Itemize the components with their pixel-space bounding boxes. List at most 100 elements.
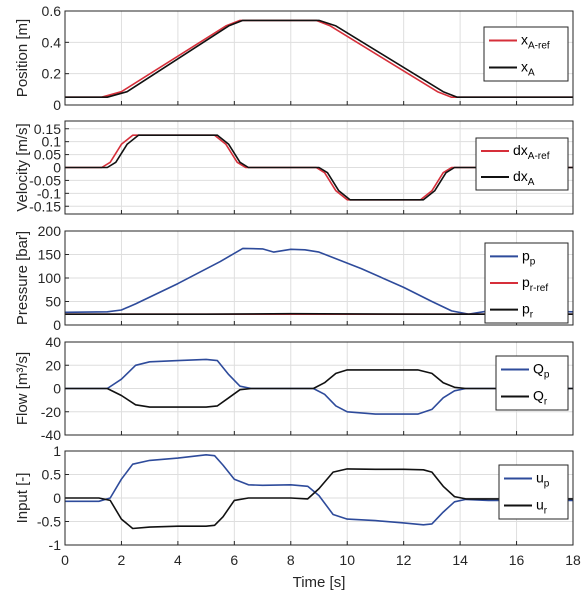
x-tick-label: 18 bbox=[565, 552, 581, 568]
x-tick-label: 12 bbox=[396, 552, 412, 568]
y-tick-label: 200 bbox=[38, 223, 62, 239]
x-tick-label: 2 bbox=[118, 552, 126, 568]
x-tick-label: 0 bbox=[61, 552, 69, 568]
y-axis-label: Position [m] bbox=[14, 19, 31, 97]
x-tick-label: 14 bbox=[452, 552, 468, 568]
legend-entry: pr bbox=[522, 301, 534, 321]
legend-entry: up bbox=[536, 470, 550, 490]
y-tick-label: 0 bbox=[53, 381, 61, 397]
y-tick-label: 40 bbox=[45, 334, 61, 350]
y-tick-label: 0 bbox=[53, 317, 61, 333]
legend-entry-name: u bbox=[536, 497, 544, 513]
axes-box bbox=[64, 230, 574, 326]
legend-entry: xA bbox=[521, 59, 535, 79]
legend-entry-name: p bbox=[522, 247, 530, 263]
legend-entry: xA-ref bbox=[521, 32, 550, 52]
legend-entry-name: dx bbox=[513, 142, 528, 158]
y-tick-label: 1 bbox=[53, 443, 61, 459]
y-tick-label: 20 bbox=[45, 357, 61, 373]
y-tick-label: 100 bbox=[38, 270, 62, 286]
y-tick-label: 150 bbox=[38, 247, 62, 263]
y-tick-label: -0.05 bbox=[29, 172, 61, 188]
x-tick-label: 10 bbox=[339, 552, 355, 568]
legend-entry-subscript: r bbox=[544, 506, 548, 517]
axes-box bbox=[64, 120, 574, 215]
y-tick-label: 0.2 bbox=[42, 66, 62, 82]
series-line-p-r bbox=[65, 312, 573, 315]
legend-box bbox=[483, 26, 569, 82]
axes-box bbox=[64, 450, 574, 546]
legend-entry-name: x bbox=[521, 59, 528, 75]
y-axis-label: Flow [m³/s] bbox=[14, 352, 31, 425]
legend-entry-subscript: A bbox=[528, 177, 535, 188]
y-tick-label: -1 bbox=[49, 537, 62, 553]
y-tick-label: 0.1 bbox=[42, 134, 62, 150]
y-axis-label: Pressure [bar] bbox=[14, 231, 31, 325]
y-tick-label: 0 bbox=[53, 160, 61, 176]
legend-entry-subscript: r bbox=[544, 397, 548, 408]
x-axis-label: Time [s] bbox=[293, 574, 346, 591]
y-axis-label: Input [-] bbox=[14, 473, 31, 524]
legend-entry-subscript: A-ref bbox=[528, 151, 550, 162]
series-line-u-r bbox=[65, 468, 573, 530]
legend-entry-name: p bbox=[522, 301, 530, 317]
legend-entry-name: Q bbox=[533, 388, 544, 404]
legend-entry: pr-ref bbox=[522, 274, 548, 294]
legend-entry-subscript: A-ref bbox=[528, 41, 550, 52]
y-tick-label: 0.15 bbox=[34, 121, 61, 137]
legend-entry: pp bbox=[522, 247, 536, 267]
x-tick-label: 6 bbox=[230, 552, 238, 568]
y-tick-label: 0 bbox=[53, 490, 61, 506]
series-line-Q-r bbox=[65, 369, 573, 408]
axes-box bbox=[64, 341, 574, 436]
legend-entry-subscript: p bbox=[544, 370, 550, 381]
y-tick-label: 0 bbox=[53, 97, 61, 113]
legend-entry: Qp bbox=[533, 361, 550, 381]
legend-entry-subscript: r bbox=[530, 310, 534, 321]
x-tick-label: 16 bbox=[509, 552, 525, 568]
legend-box bbox=[498, 464, 569, 520]
legend-box bbox=[475, 137, 569, 191]
y-tick-label: 0.6 bbox=[42, 3, 62, 19]
series-line-dx-A bbox=[65, 134, 573, 201]
legend-entry-subscript: A bbox=[528, 68, 535, 79]
legend-entry-name: x bbox=[521, 32, 528, 48]
y-tick-label: -0.5 bbox=[37, 514, 61, 530]
legend-entry: dxA bbox=[513, 168, 535, 188]
y-tick-label: -0.15 bbox=[29, 198, 61, 214]
y-tick-label: 0.05 bbox=[34, 147, 61, 163]
x-tick-label: 4 bbox=[174, 552, 182, 568]
y-tick-label: -0.1 bbox=[37, 185, 61, 201]
legend-entry-name: Q bbox=[533, 361, 544, 377]
legend-entry-subscript: p bbox=[544, 479, 550, 490]
y-tick-label: -20 bbox=[41, 404, 61, 420]
y-tick-label: 0.4 bbox=[42, 34, 62, 50]
legend-entry-subscript: r-ref bbox=[530, 283, 549, 294]
series-line-u-p bbox=[65, 454, 573, 526]
legend-entry-name: p bbox=[522, 274, 530, 290]
y-tick-label: 50 bbox=[45, 294, 61, 310]
legend-box bbox=[495, 355, 569, 411]
legend-entry: Qr bbox=[533, 388, 548, 408]
y-tick-label: -40 bbox=[41, 427, 61, 443]
y-axis-label: Velocity [m/s] bbox=[14, 123, 31, 211]
legend-entry-name: dx bbox=[513, 168, 528, 184]
legend-entry: dxA-ref bbox=[513, 142, 550, 162]
legend-entry-subscript: p bbox=[530, 256, 536, 267]
x-tick-label: 8 bbox=[287, 552, 295, 568]
legend-entry-name: u bbox=[536, 470, 544, 486]
legend-entry: ur bbox=[536, 497, 548, 517]
y-tick-label: 0.5 bbox=[42, 467, 62, 483]
series-line-x-A bbox=[65, 19, 573, 98]
